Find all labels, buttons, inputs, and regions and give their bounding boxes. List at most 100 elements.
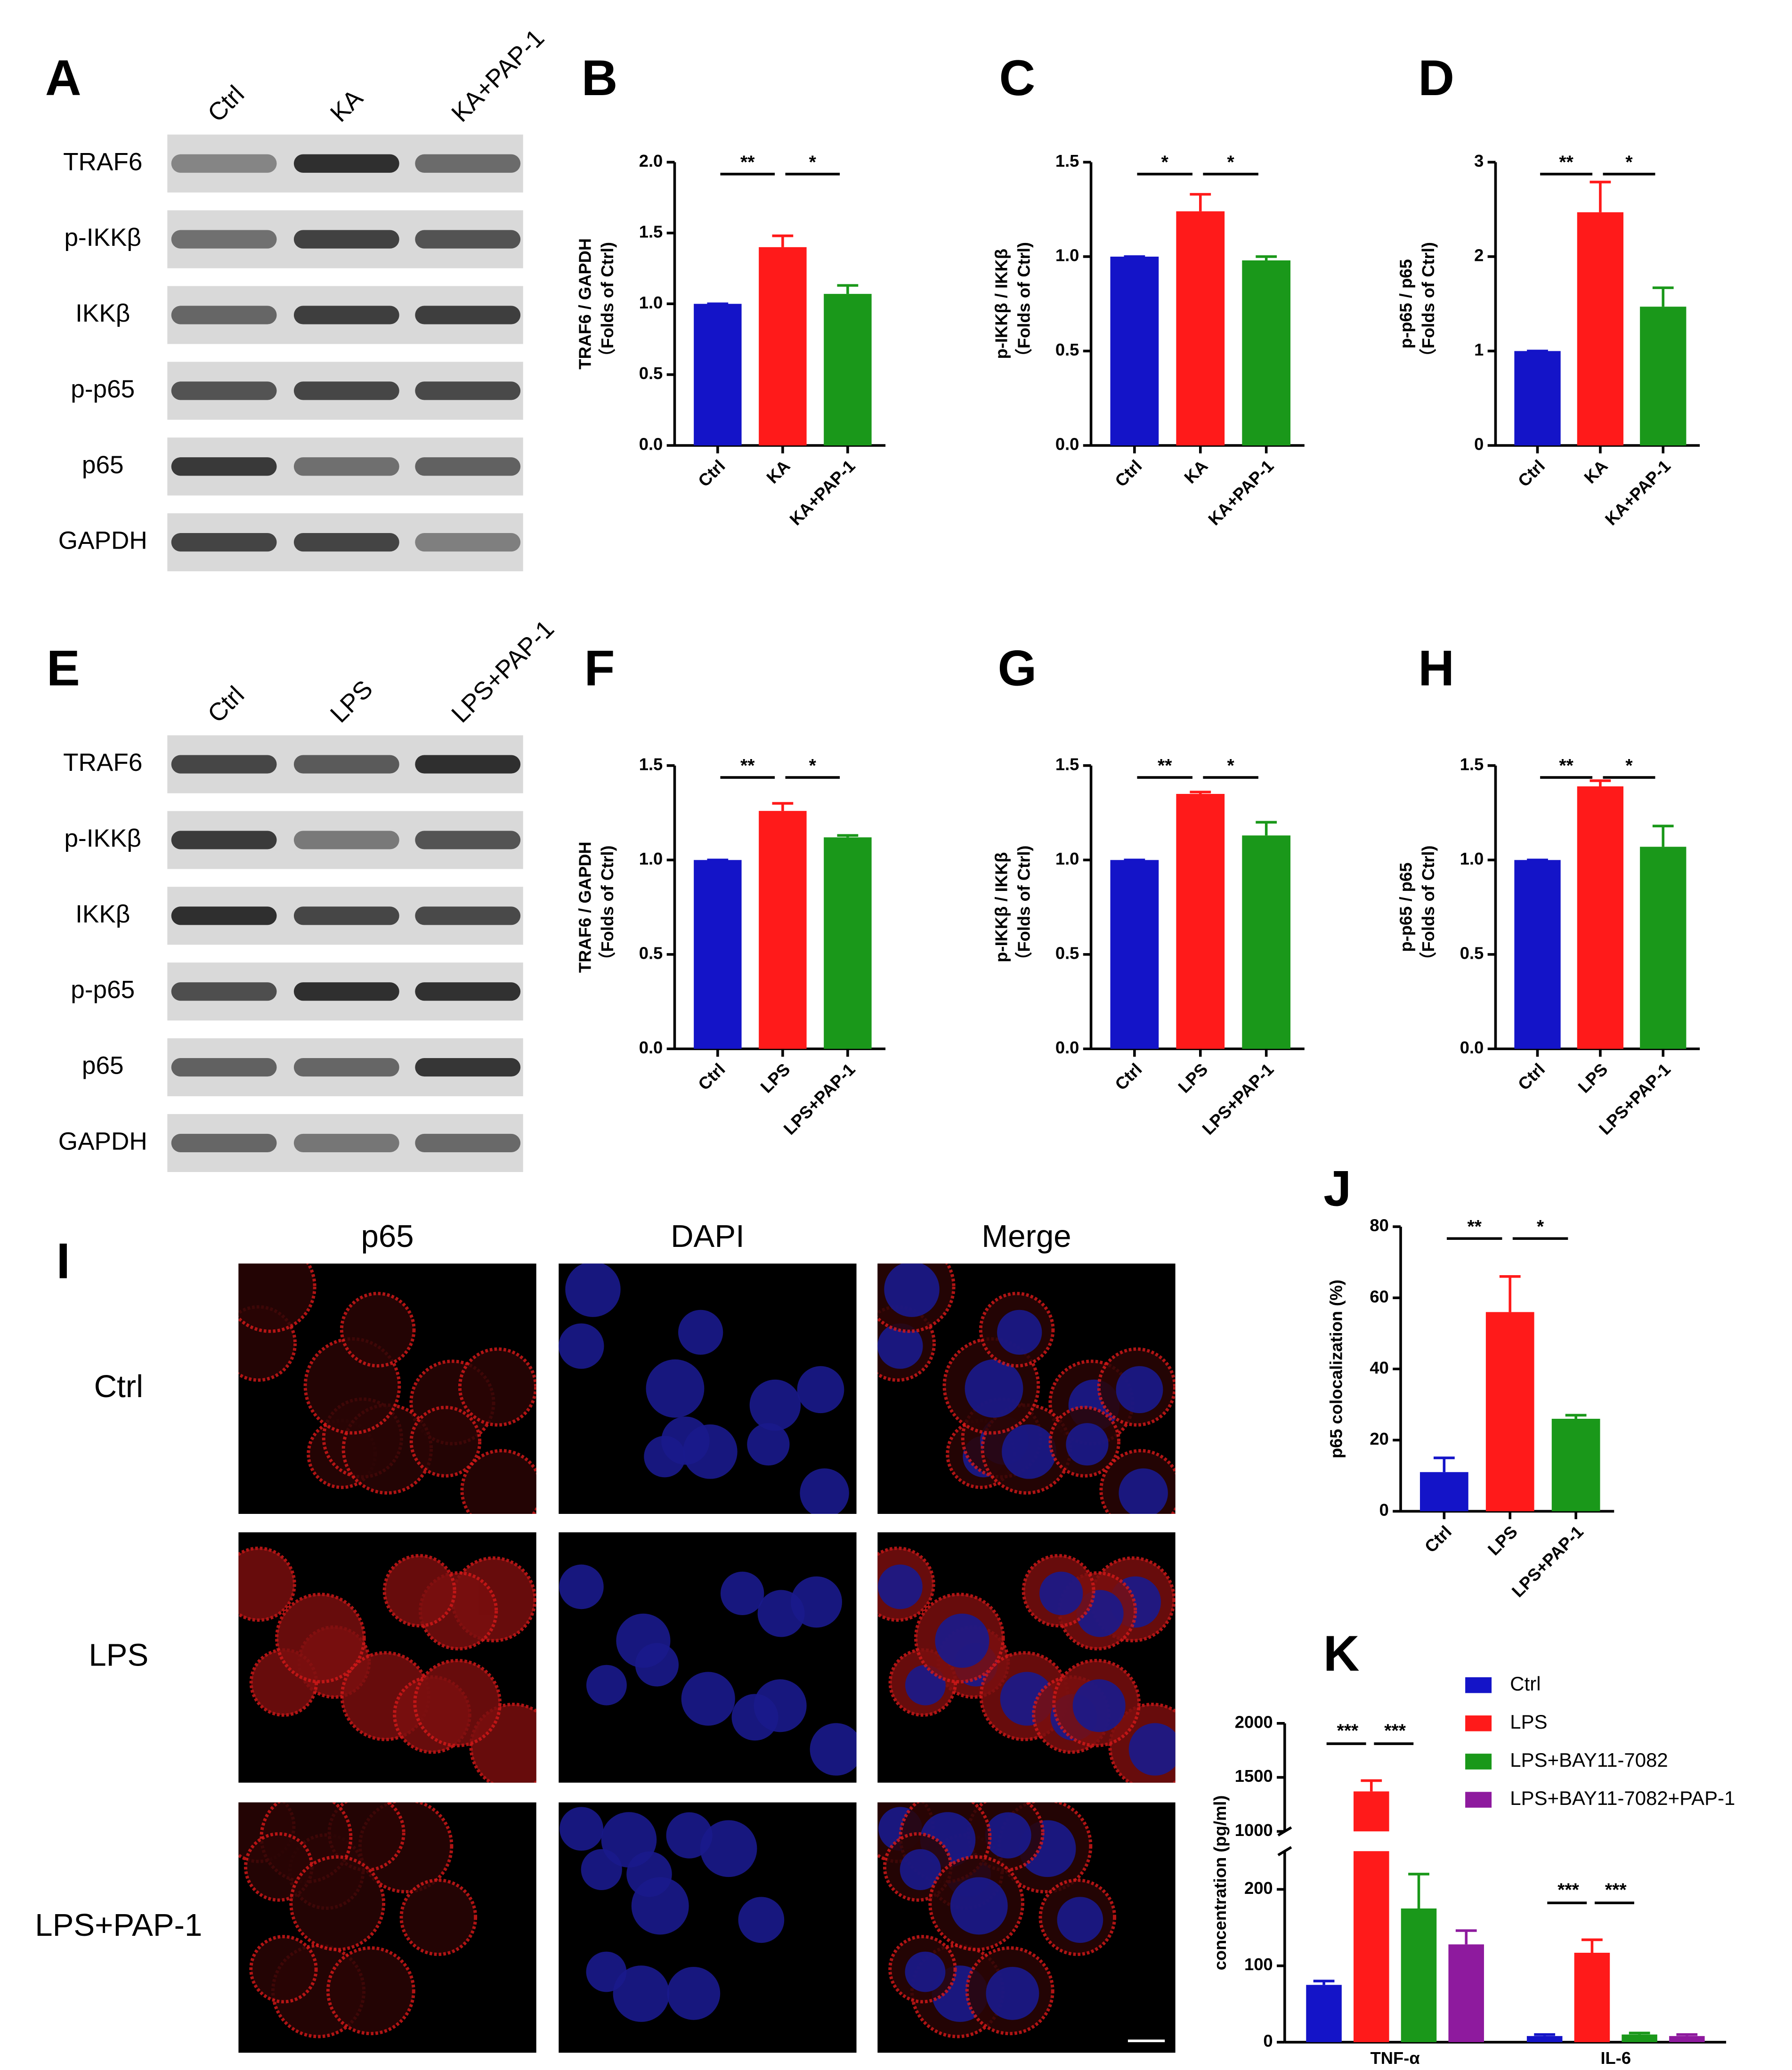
nucleus (1002, 1424, 1056, 1479)
y-tick-label: 0.5 (1055, 340, 1079, 359)
blot-row-label: GAPDH (58, 527, 147, 555)
blot-band (171, 755, 277, 774)
column-label: p65 (361, 1219, 414, 1254)
bar (1577, 786, 1624, 1049)
blot-band (415, 1133, 521, 1153)
cells (877, 1802, 1117, 2038)
blot-band (415, 1058, 521, 1077)
nucleus (757, 1590, 805, 1637)
nucleus (1072, 1679, 1126, 1732)
blot-row-label: IKKβ (75, 900, 130, 928)
bar (1514, 351, 1561, 445)
blot-band (415, 831, 521, 849)
y-tick-label: 1 (1474, 340, 1484, 359)
nucleus (666, 1812, 713, 1859)
blot-band (293, 457, 399, 476)
panel-letter: B (582, 50, 618, 106)
bar (1242, 260, 1291, 445)
blot-band (293, 1133, 399, 1153)
error-bar (1565, 1414, 1587, 1419)
panel-letter: K (1323, 1625, 1360, 1682)
bar (759, 247, 807, 445)
y-axis-label: p65 colocalization (%) (1326, 1279, 1346, 1458)
error-bar (1313, 1980, 1335, 1985)
error-bar (1589, 180, 1611, 212)
y-tick-label: 1.0 (1055, 849, 1079, 868)
y-tick-label: 0 (1263, 2031, 1273, 2051)
nucleus (681, 1672, 735, 1726)
bar (1485, 1312, 1534, 1512)
row-label: Ctrl (94, 1369, 143, 1404)
cell (275, 1593, 366, 1684)
y-tick-label: 1.5 (1055, 151, 1079, 170)
nucleus (1039, 1571, 1083, 1615)
y-tick-label: 1.0 (1460, 849, 1484, 868)
blot-band (171, 154, 277, 173)
error-bar (837, 834, 859, 838)
bar (1551, 1418, 1600, 1512)
y-axis-label: p-IKKβ / IKKβ (992, 852, 1011, 962)
bar (1577, 212, 1624, 445)
blot-row-label: TRAF6 (63, 148, 142, 176)
blot-band (171, 381, 277, 400)
nucleus (667, 1966, 721, 2020)
cell (289, 1855, 386, 1951)
nucleus (965, 1359, 1023, 1418)
y-tick-label: 0.5 (1055, 943, 1079, 962)
significance-label: * (809, 756, 817, 776)
significance-label: * (1537, 1217, 1544, 1237)
significance-label: * (1227, 756, 1235, 776)
bar (1420, 1472, 1468, 1512)
cell (238, 1546, 296, 1622)
nucleus (581, 1849, 622, 1891)
nucleus (720, 1571, 764, 1615)
error-bar (1534, 2033, 1556, 2036)
blot-band (293, 831, 399, 849)
error-bar (1455, 1929, 1477, 1945)
y-tick-label: 40 (1370, 1358, 1388, 1377)
y-axis-label: （Folds of Ctrl) (598, 845, 617, 969)
cell (413, 1658, 502, 1747)
blot-row-label: p-p65 (71, 375, 135, 403)
cells (559, 1807, 785, 2022)
nucleus (683, 1424, 738, 1479)
nucleus (678, 1310, 723, 1355)
y-axis-label: p-p65 / p65 (1396, 259, 1416, 348)
significance-label: * (809, 153, 817, 173)
legend-swatch (1465, 1677, 1492, 1693)
blot-row-label: p65 (82, 1052, 124, 1080)
cell (399, 1878, 478, 1956)
bar (1448, 1944, 1484, 2042)
bar (694, 860, 742, 1049)
nucleus (1057, 1897, 1103, 1943)
nucleus (800, 1468, 849, 1514)
blot-band (171, 533, 277, 552)
bar (1574, 1953, 1610, 2042)
y-axis-label: （Folds of Ctrl) (1419, 242, 1438, 366)
blot-band (415, 306, 521, 324)
bar (1526, 2036, 1563, 2042)
blot-row-label: p-IKKβ (64, 224, 141, 251)
significance-label: ** (1559, 153, 1573, 173)
y-tick-label: 1.5 (639, 754, 663, 774)
legend-swatch (1465, 1754, 1492, 1770)
blot-band (171, 230, 277, 249)
y-axis-label: concentration (pg/ml) (1210, 1795, 1230, 1971)
bar (1242, 835, 1291, 1049)
cells (238, 1546, 536, 1783)
blot-band (415, 381, 521, 400)
blot-band (415, 457, 521, 476)
blot-band (171, 982, 277, 1001)
blot-band (293, 1058, 399, 1077)
significance-label: * (1227, 153, 1235, 173)
cells (559, 1263, 849, 1514)
legend-label: LPS+BAY11-7082 (1510, 1749, 1668, 1771)
y-tick-label: 0.0 (639, 435, 663, 454)
legend-swatch (1465, 1792, 1492, 1808)
y-tick-label: 2 (1474, 246, 1484, 265)
nucleus (935, 1613, 989, 1668)
blot-band (171, 1133, 277, 1153)
error-bar (1256, 255, 1277, 260)
nucleus (565, 1263, 621, 1317)
